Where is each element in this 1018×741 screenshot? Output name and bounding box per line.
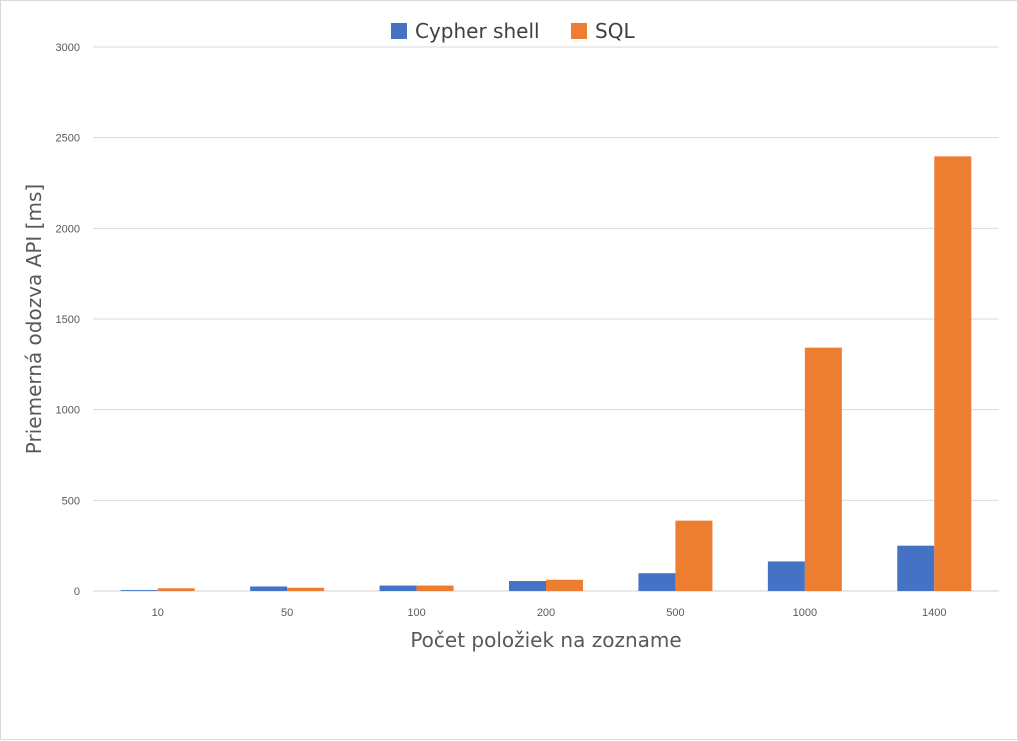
bar-cypher-shell [379,585,417,591]
x-tick-label: 50 [281,607,293,619]
legend-label-cypher-shell: Cypher shell [415,19,540,43]
bar-sql [546,579,583,591]
bars [120,156,972,591]
y-axis-title: Priemerná odozva API [ms] [22,184,46,454]
x-tick-label: 1000 [793,607,817,619]
bar-sql [675,520,713,591]
x-tick-label: 200 [537,607,555,619]
x-tick-label: 500 [666,607,684,619]
legend-label-sql: SQL [595,19,635,43]
bar-sql [416,585,454,591]
bar-cypher-shell [120,590,158,591]
x-tick-label: 1400 [922,607,946,619]
y-tick-label: 500 [62,495,80,507]
y-tick-label: 2500 [56,133,80,145]
bar-cypher-shell [767,561,805,591]
bar-cypher-shell [638,573,676,591]
y-axis-ticks: 0 500 1000 1500 2000 2500 3000 [56,42,80,598]
x-axis-title: Počet položiek na zozname [410,628,681,652]
x-tick-label: 10 [152,607,164,619]
bar-sql [157,588,195,591]
legend: Cypher shell SQL [391,19,635,43]
legend-swatch-cypher-shell [391,23,407,39]
x-tick-label: 100 [407,607,425,619]
legend-swatch-sql [571,23,587,39]
x-axis-ticks: 10 50 100 200 500 1000 1400 [152,607,947,619]
y-tick-label: 1000 [56,405,80,417]
bar-cypher-shell [897,545,935,591]
gridlines [93,46,999,592]
y-tick-label: 3000 [56,42,80,54]
bar-cypher-shell [250,586,288,591]
y-tick-label: 2000 [56,223,80,235]
y-tick-label: 1500 [56,314,80,326]
y-tick-label: 0 [74,586,80,598]
bar-sql [934,156,972,591]
bar-sql [804,347,842,591]
bar-sql [287,587,325,591]
bar-cypher-shell [509,581,546,591]
